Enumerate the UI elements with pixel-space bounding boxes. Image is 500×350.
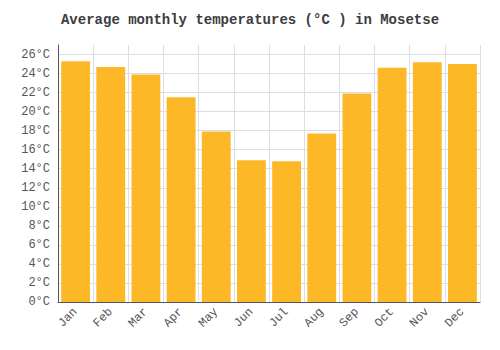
- svg-text:18°C: 18°C: [21, 124, 50, 138]
- svg-text:10°C: 10°C: [21, 200, 50, 214]
- svg-text:Nov: Nov: [407, 305, 432, 330]
- svg-text:8°C: 8°C: [28, 219, 50, 233]
- svg-text:26°C: 26°C: [21, 48, 50, 62]
- svg-text:2°C: 2°C: [28, 276, 50, 290]
- svg-text:Sep: Sep: [337, 305, 362, 330]
- svg-text:24°C: 24°C: [21, 67, 50, 81]
- svg-text:12°C: 12°C: [21, 181, 50, 195]
- svg-text:Jan: Jan: [55, 305, 80, 330]
- svg-text:Jun: Jun: [231, 305, 256, 330]
- svg-text:May: May: [196, 305, 221, 330]
- svg-text:22°C: 22°C: [21, 86, 50, 100]
- svg-text:Average monthly temperatures (: Average monthly temperatures (°C ) in Mo…: [61, 12, 439, 28]
- svg-text:Apr: Apr: [161, 305, 186, 330]
- svg-text:Oct: Oct: [372, 305, 397, 330]
- svg-text:4°C: 4°C: [28, 257, 50, 271]
- svg-text:Jul: Jul: [266, 305, 291, 330]
- svg-text:14°C: 14°C: [21, 162, 50, 176]
- svg-text:20°C: 20°C: [21, 105, 50, 119]
- svg-text:Dec: Dec: [442, 305, 467, 330]
- svg-text:Aug: Aug: [302, 305, 327, 330]
- svg-text:6°C: 6°C: [28, 238, 50, 252]
- svg-text:16°C: 16°C: [21, 143, 50, 157]
- svg-text:0°C: 0°C: [28, 295, 50, 309]
- svg-text:Feb: Feb: [91, 305, 116, 330]
- svg-text:Mar: Mar: [126, 305, 151, 330]
